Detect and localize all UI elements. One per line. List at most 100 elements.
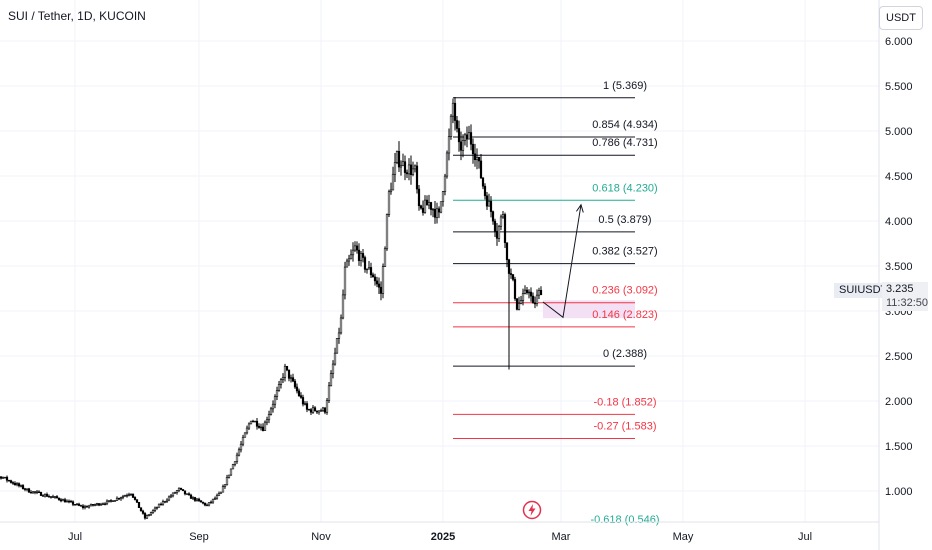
candle [123,494,127,497]
candle-body [457,128,461,143]
candle-body [323,407,327,413]
candle-body [45,494,49,497]
candle-body [127,494,131,496]
candle-body [415,165,419,190]
candle-body [223,484,227,487]
candle-body [397,150,401,168]
candle-body [19,485,23,487]
candle [451,98,455,124]
candle [327,382,331,403]
lightning-icon[interactable] [522,500,542,520]
candle [89,503,93,507]
bar-countdown: 11:32:50 [886,297,929,309]
candle [9,479,13,484]
candle [173,491,177,494]
candle-body [359,253,363,261]
y-tick-label: 4.000 [885,216,913,228]
candle [245,425,249,435]
candle-body [439,201,443,213]
candle-body [349,254,353,260]
candle [361,248,365,263]
candle-body [357,249,361,261]
candle-body [231,464,235,470]
candle [259,423,263,431]
candle [385,213,389,251]
candle [503,212,507,248]
candle [293,378,297,389]
candle [169,494,173,499]
candle [11,481,15,485]
candle [495,222,499,246]
candle [273,394,277,409]
y-tick-label: 1.500 [885,441,913,453]
candle-body [429,202,433,210]
candle [217,491,221,496]
candle [311,405,315,414]
candle-body [181,489,185,492]
currency-selector[interactable]: USDT [879,6,923,30]
candle [477,156,481,169]
candle [255,417,259,430]
candle-body [193,497,197,501]
candle-body [515,298,519,310]
fibonacci-retracement[interactable]: 1 (5.369) 0.854 (4.934) 0.786 (4.731) 0.618… [453,80,660,526]
candle-body [523,289,527,294]
candle [321,406,325,412]
candle [0,476,3,480]
candle-body [179,487,183,490]
candle-body [85,506,89,508]
candle [73,503,77,506]
candle-body [101,503,105,505]
candle-body [283,365,287,378]
candle-body [13,483,17,486]
candle [469,124,473,151]
candle [493,218,497,237]
candle [471,138,475,164]
candle-body [327,385,331,401]
candle [481,177,485,190]
candle-body [343,266,347,296]
candle [343,261,347,300]
candle [479,154,483,179]
candle [115,496,119,501]
candle-body [503,214,507,243]
candle-body [215,495,219,499]
candle [69,499,73,503]
candle-body [383,248,387,267]
candle-body [121,496,125,498]
candle-body [301,397,305,405]
candle [305,401,309,413]
candle [375,276,379,288]
candle-body [297,390,301,397]
candle [175,490,179,495]
candle [109,499,113,503]
fib-level-label: 0.236 (3.092) [592,285,657,297]
candle [531,292,535,304]
candle [423,195,427,214]
candle [419,204,423,210]
candle-body [421,207,425,213]
candle-body [391,173,395,191]
candle-body [455,120,459,129]
candle [103,502,107,506]
candle-body [239,443,243,451]
candle-body [255,420,259,427]
x-tick-label: 2025 [431,531,455,543]
candle-body [195,498,199,501]
candle-body [435,208,439,218]
candle-body [113,500,117,502]
candle [501,210,505,219]
candle-body [91,504,95,506]
candle [335,338,339,354]
candle-body [405,172,409,175]
candle-body [463,134,467,141]
candle [87,504,91,509]
candle-body [475,156,479,161]
candle [223,484,227,489]
y-axis-ticks: 6.0005.5005.0004.5004.0003.5003.0002.500… [885,36,913,498]
candle [415,161,419,194]
candle [323,407,327,415]
candle-body [65,500,69,503]
candle-body [151,510,155,513]
